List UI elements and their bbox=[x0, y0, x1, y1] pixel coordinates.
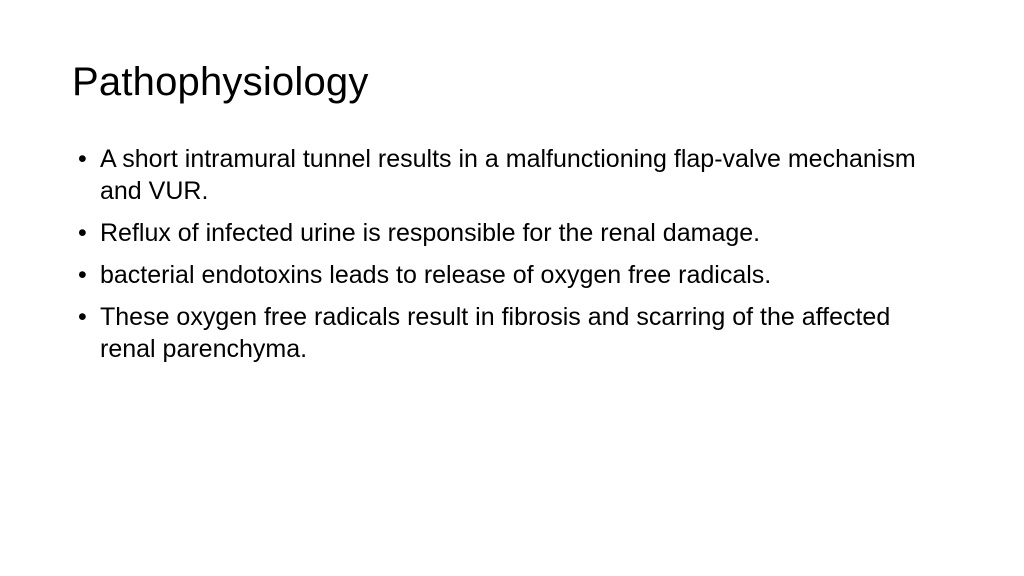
bullet-list: A short intramural tunnel results in a m… bbox=[72, 143, 952, 365]
bullet-item: bacterial endotoxins leads to release of… bbox=[72, 259, 952, 291]
slide-title: Pathophysiology bbox=[72, 60, 952, 105]
bullet-item: Reflux of infected urine is responsible … bbox=[72, 217, 952, 249]
slide: Pathophysiology A short intramural tunne… bbox=[0, 0, 1024, 576]
bullet-item: These oxygen free radicals result in fib… bbox=[72, 301, 952, 365]
bullet-item: A short intramural tunnel results in a m… bbox=[72, 143, 952, 207]
slide-body: A short intramural tunnel results in a m… bbox=[72, 143, 952, 375]
